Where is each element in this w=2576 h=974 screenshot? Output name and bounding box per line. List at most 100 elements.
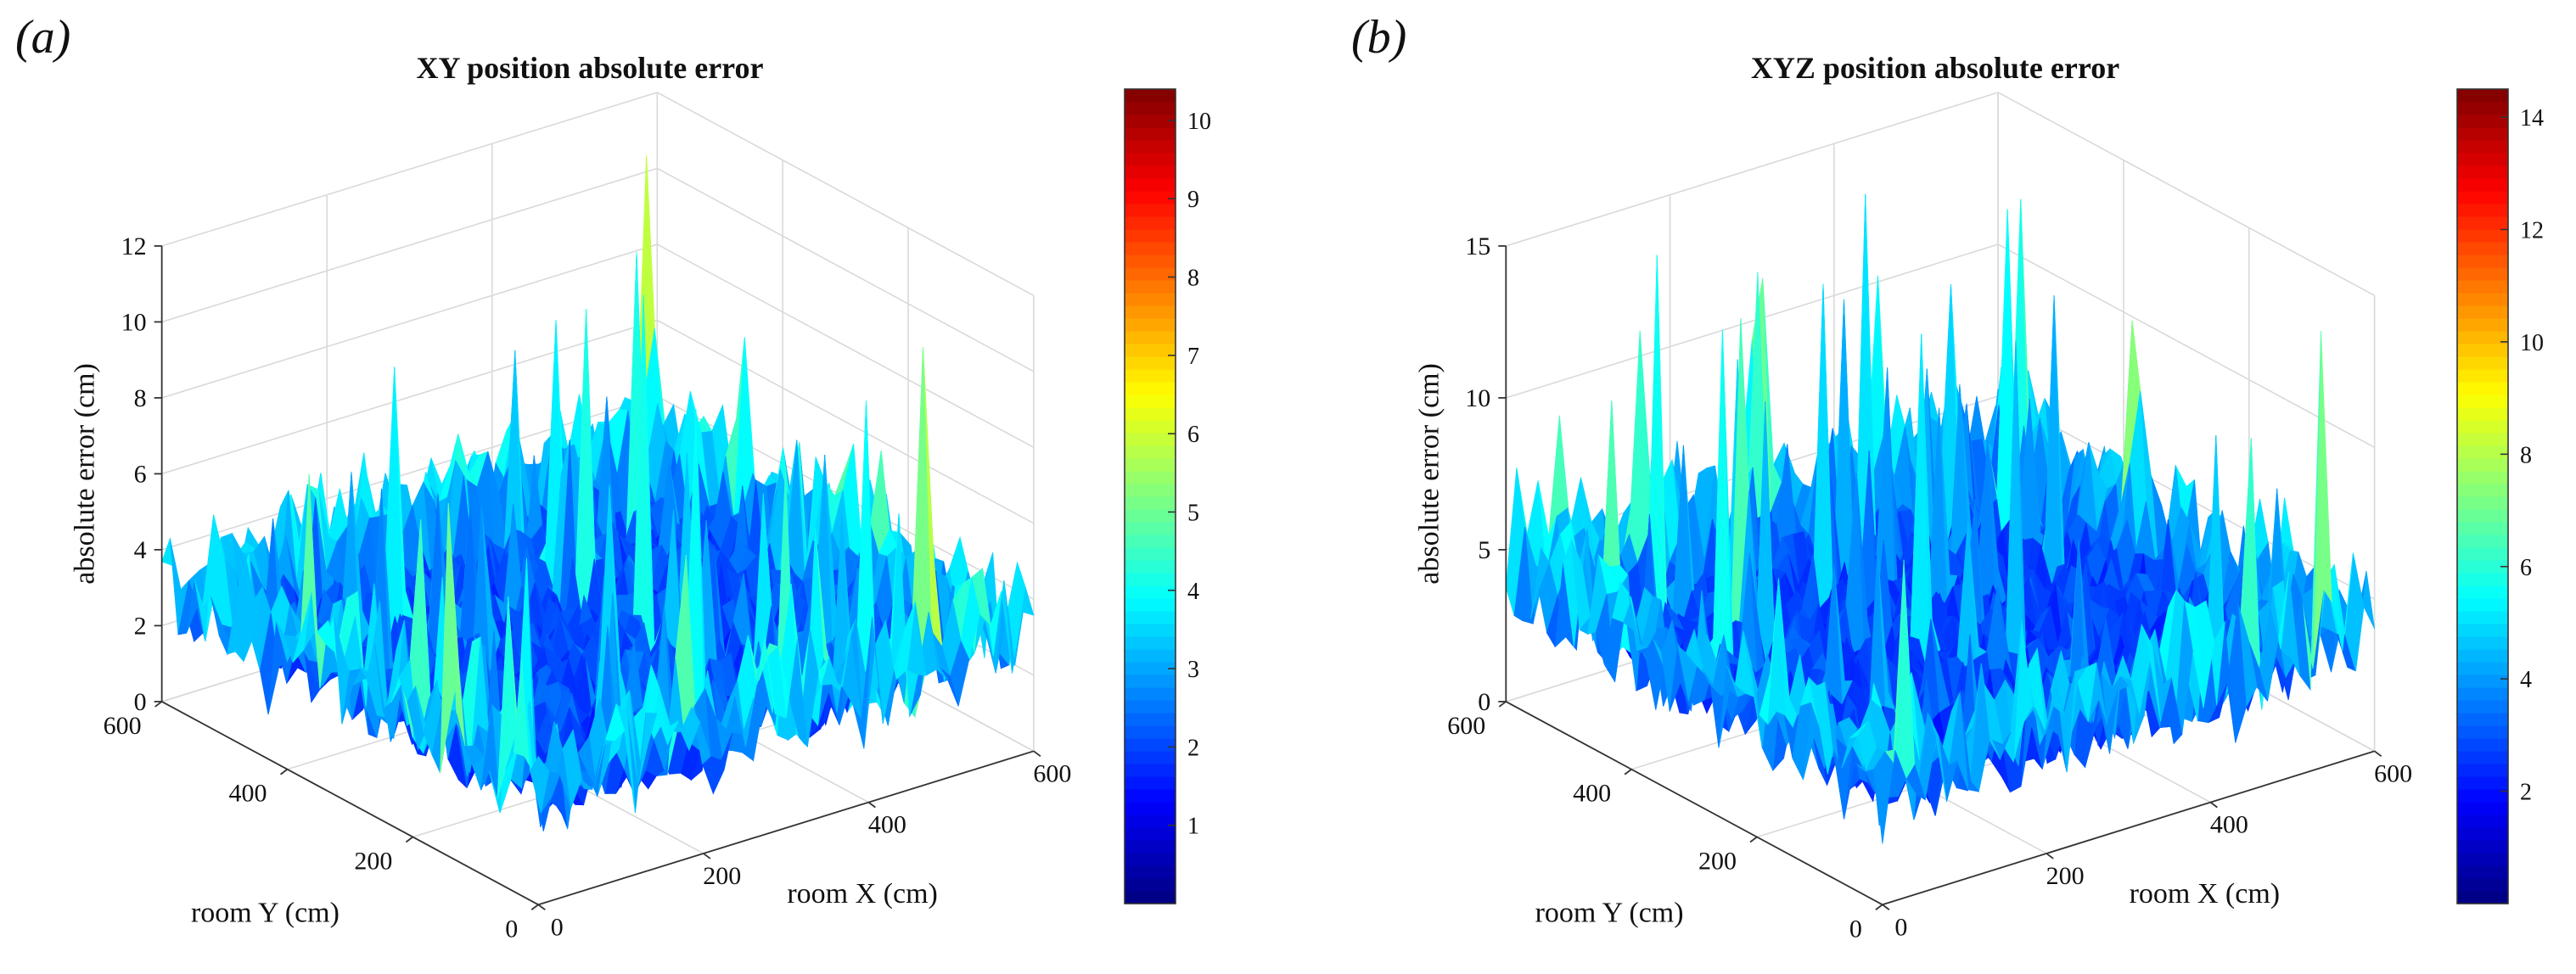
x-tick-mark — [2374, 750, 2382, 758]
colorbar-band — [2457, 267, 2508, 281]
colorbar-band — [1125, 395, 1176, 408]
colorbar-band — [1125, 827, 1176, 841]
z-tick-label: 10 — [121, 308, 147, 336]
colorbar-band — [2457, 420, 2508, 434]
colorbar-band — [2457, 216, 2508, 230]
colorbar-band — [1125, 496, 1176, 510]
colorbar-band — [1125, 853, 1176, 866]
colorbar-band — [1125, 216, 1176, 230]
z-tick-label: 0 — [134, 688, 147, 716]
colorbar-band — [2457, 140, 2508, 154]
colorbar-band — [2457, 178, 2508, 192]
colorbar-band — [1125, 433, 1176, 446]
colorbar-frame — [2456, 88, 2509, 904]
colorbar-tick-label: 5 — [1187, 500, 1199, 526]
colorbar-band — [2457, 738, 2508, 752]
colorbar-band — [1125, 585, 1176, 599]
colorbar-band — [1125, 420, 1176, 434]
colorbar-tick-label: 2 — [1187, 735, 1199, 761]
y-tick-mark — [1624, 769, 1632, 775]
colorbar-band — [1125, 229, 1176, 243]
colorbar-tick-label: 2 — [2520, 780, 2532, 806]
y-tick-label: 400 — [1573, 780, 1611, 808]
y-tick-mark — [405, 836, 413, 843]
colorbar-band — [1125, 725, 1176, 739]
colorbar-band — [1125, 891, 1176, 904]
colorbar-band — [1125, 458, 1176, 472]
colorbar-band — [1125, 115, 1176, 128]
wall-grid-line — [1997, 92, 2376, 296]
wall-grid-line — [1506, 244, 1999, 399]
x-tick-mark — [2046, 853, 2054, 859]
colorbar-band — [1125, 344, 1176, 357]
colorbar-band — [1125, 127, 1176, 141]
colorbar-band — [1125, 878, 1176, 892]
colorbar-band — [2457, 865, 2508, 879]
y-tick-mark — [154, 701, 163, 708]
colorbar-band — [2457, 509, 2508, 523]
colorbar-band — [1125, 700, 1176, 714]
colorbar-band — [1125, 255, 1176, 268]
z-tick-label: 6 — [134, 460, 147, 488]
colorbar-band — [1125, 675, 1176, 688]
colorbar-band — [2457, 649, 2508, 663]
x-axis-line — [1882, 750, 2375, 906]
colorbar-band — [2457, 165, 2508, 179]
colorbar-band — [2457, 751, 2508, 764]
z-tick-label: 8 — [134, 384, 147, 412]
colorbar-band — [1125, 611, 1176, 624]
colorbar-band — [1125, 471, 1176, 484]
wall-grid-line — [656, 319, 1035, 524]
colorbar-band — [2457, 242, 2508, 255]
colorbar-tick-label: 4 — [1187, 579, 1199, 605]
colorbar-band — [1125, 789, 1176, 803]
z-axis-label: absolute error (cm) — [1413, 363, 1445, 585]
colorbar-band — [2457, 802, 2508, 815]
chart-title: XY position absolute error — [417, 51, 764, 85]
colorbar-band — [1125, 802, 1176, 815]
colorbar-tick-label: 6 — [2520, 555, 2532, 581]
colorbar-band — [2457, 255, 2508, 268]
x-axis-line — [537, 750, 1035, 906]
axes-lines — [1498, 245, 2382, 910]
error-surface — [1505, 193, 2375, 844]
colorbar-band — [2457, 153, 2508, 166]
y-tick-label: 600 — [1447, 712, 1485, 740]
colorbar-band — [2457, 636, 2508, 650]
colorbar-tick-label: 7 — [1187, 344, 1199, 370]
colorbar-band — [2457, 356, 2508, 370]
surface-patch — [530, 755, 550, 814]
z-tick-label: 12 — [121, 232, 147, 260]
colorbar-band — [1125, 814, 1176, 828]
colorbar-band — [1125, 331, 1176, 344]
colorbar-band — [1125, 713, 1176, 726]
y-tick-label: 0 — [505, 915, 518, 943]
colorbar-band — [2457, 433, 2508, 446]
colorbar-band — [2457, 764, 2508, 777]
colorbar-band — [2457, 662, 2508, 675]
colorbar-band — [2457, 814, 2508, 828]
colorbar-band — [1125, 535, 1176, 548]
colorbar-band — [2457, 624, 2508, 637]
colorbar-band — [2457, 305, 2508, 319]
colorbar-band — [1125, 293, 1176, 306]
colorbar-band — [2457, 115, 2508, 128]
wall-grid-line — [161, 92, 658, 247]
x-axis-label: room X (cm) — [787, 878, 938, 910]
colorbar-band — [1125, 687, 1176, 701]
colorbar-frame — [1124, 88, 1176, 904]
wall-grid-line — [1506, 92, 1999, 247]
colorbar-tick-label: 3 — [1187, 657, 1199, 683]
colorbar-tick-label: 12 — [2520, 218, 2544, 244]
colorbar-tick-label: 10 — [1187, 109, 1211, 135]
colorbar-band — [2457, 535, 2508, 548]
colorbar-tick-label: 8 — [2520, 442, 2532, 468]
colorbar-band — [1125, 153, 1176, 166]
error-surface — [161, 154, 1035, 831]
x-tick-mark — [703, 853, 711, 859]
colorbar-band — [1125, 318, 1176, 332]
y-tick-label: 400 — [229, 780, 267, 808]
colorbar-band — [1125, 305, 1176, 319]
